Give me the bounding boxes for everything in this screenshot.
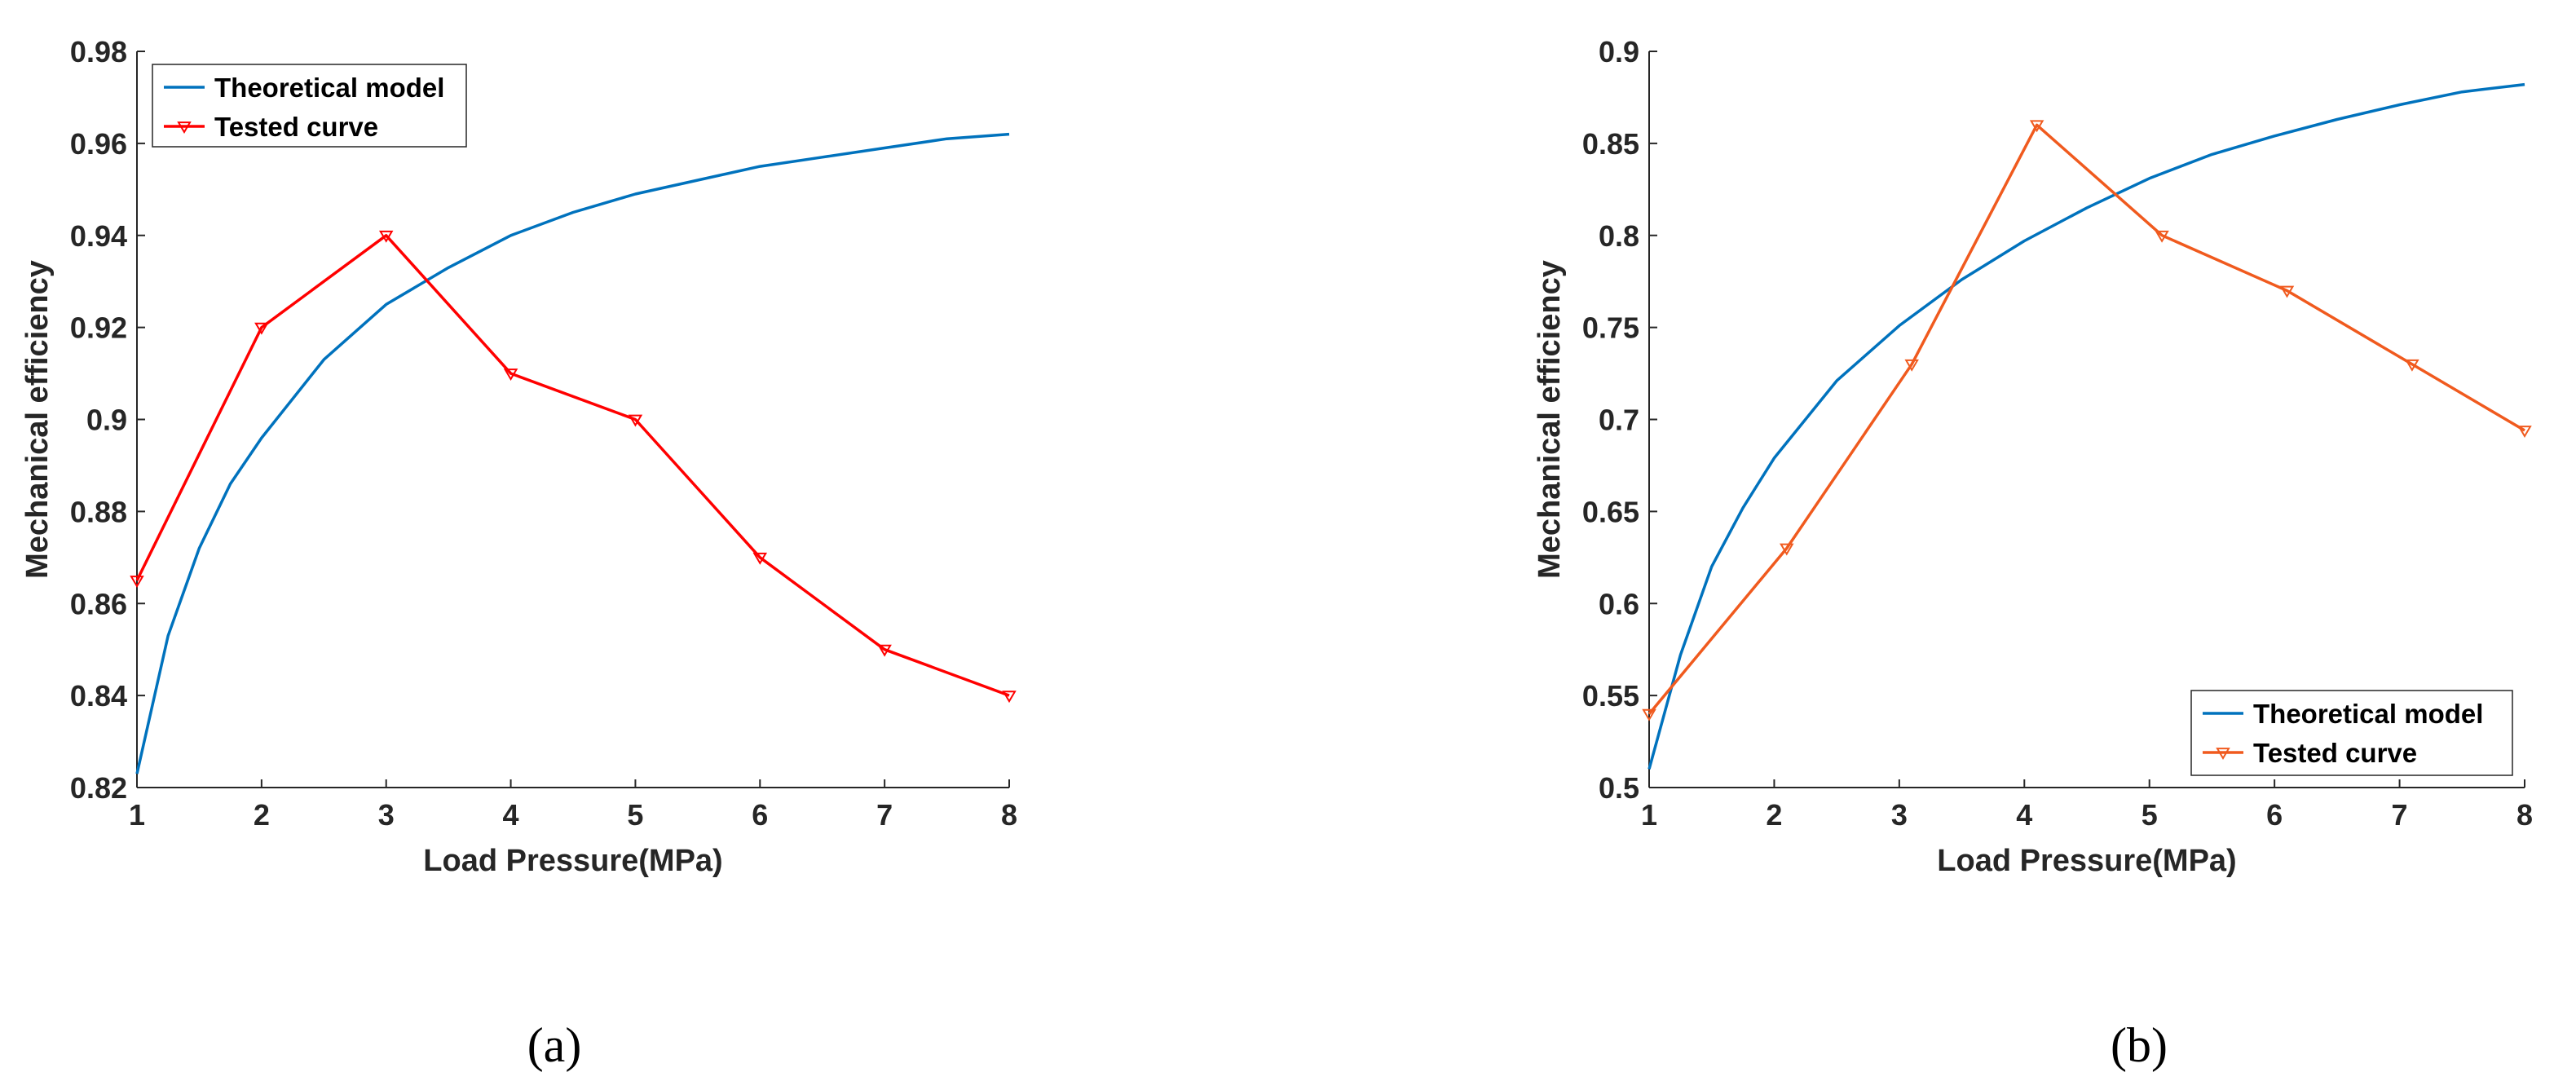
y-tick-label: 0.75 — [1582, 311, 1639, 345]
data-point-marker — [1642, 708, 1656, 722]
data-point-marker — [2517, 426, 2532, 439]
y-tick-label: 0.8 — [1599, 219, 1639, 253]
x-tick-label: 6 — [752, 798, 768, 832]
data-point-marker — [503, 368, 518, 382]
data-point-marker — [1904, 359, 1919, 372]
y-tick-label: 0.84 — [70, 679, 127, 713]
x-tick-label: 1 — [1641, 798, 1657, 832]
data-point-marker — [2155, 230, 2169, 243]
y-axis-label: Mechanical efficiency — [1533, 260, 1567, 579]
y-tick-label: 0.88 — [70, 495, 127, 528]
y-axis-label: Mechanical efficiency — [20, 260, 55, 579]
y-tick-label: 0.9 — [86, 404, 127, 437]
x-tick-label: 3 — [378, 798, 395, 832]
data-point-marker — [2279, 285, 2295, 298]
data-point-marker — [1780, 543, 1794, 556]
legend-label: Theoretical model — [2253, 699, 2483, 729]
y-tick-label: 0.5 — [1599, 771, 1639, 805]
legend-box — [152, 64, 467, 148]
x-tick-label: 2 — [254, 798, 270, 832]
subfigure-caption: (a) — [527, 1018, 582, 1072]
y-tick-label: 0.7 — [1599, 404, 1639, 437]
series-line-tested-curve — [135, 234, 1010, 697]
x-tick-label: 8 — [2516, 798, 2533, 832]
chart-0: 1 2 3 4 5 6 7 8 0.82 0.84 0.86 0.88 0.9 0.92 0.94 0.96 0… — [20, 35, 1017, 1072]
x-tick-label: 2 — [1766, 798, 1782, 832]
y-tick-label: 0.65 — [1582, 495, 1639, 528]
chart-1: 1 2 3 4 5 6 7 8 0.5 0.55 0.6 0.65 0.7 0.75 0.8 0.85 0.9 L… — [1533, 35, 2533, 1072]
legend: Theoretical model Tested curve — [2190, 690, 2513, 776]
y-tick-label: 0.96 — [70, 127, 127, 161]
y-tick-label: 0.94 — [70, 219, 127, 253]
y-tick-label: 0.6 — [1599, 587, 1639, 620]
legend: Theoretical model Tested curve — [152, 64, 467, 148]
legend-marker — [2216, 748, 2230, 760]
x-tick-label: 3 — [1891, 798, 1908, 832]
legend-marker — [177, 121, 192, 134]
data-point-marker — [378, 230, 394, 243]
y-tick-label: 0.98 — [70, 35, 127, 68]
x-tick-label: 7 — [876, 798, 893, 832]
series-line-tested-curve — [1647, 123, 2525, 715]
legend-label: Tested curve — [2253, 738, 2417, 768]
y-tick-label: 0.9 — [1599, 35, 1639, 68]
legend-label: Tested curve — [214, 112, 378, 142]
x-tick-label: 8 — [1001, 798, 1017, 832]
y-tick-label: 0.82 — [70, 771, 127, 805]
data-point-marker — [2405, 359, 2419, 372]
data-point-marker — [628, 414, 643, 427]
y-tick-label: 0.92 — [70, 311, 127, 345]
series-line-theoretical-model — [135, 132, 1010, 774]
data-point-marker — [877, 644, 892, 657]
series-line-theoretical-model — [1647, 82, 2525, 770]
x-axis-label: Load Pressure(MPa) — [423, 844, 722, 878]
data-point-marker — [254, 322, 269, 335]
y-tick-label: 0.55 — [1582, 679, 1639, 713]
y-tick-label: 0.86 — [70, 587, 127, 620]
data-point-marker — [2029, 120, 2044, 133]
x-tick-label: 4 — [2016, 798, 2032, 832]
x-axis-label: Load Pressure(MPa) — [1937, 844, 2236, 878]
data-point-marker — [1002, 691, 1017, 704]
y-tick-label: 0.85 — [1582, 127, 1639, 161]
data-point-marker — [130, 576, 144, 589]
data-point-marker — [752, 552, 768, 565]
subfigure-caption: (b) — [2111, 1018, 2168, 1072]
x-tick-label: 6 — [2266, 798, 2283, 832]
x-tick-label: 7 — [2392, 798, 2408, 832]
x-tick-label: 4 — [503, 798, 519, 832]
x-tick-label: 5 — [627, 798, 643, 832]
x-tick-label: 1 — [129, 798, 145, 832]
x-tick-label: 5 — [2142, 798, 2158, 832]
legend-label: Theoretical model — [214, 73, 444, 103]
legend-box — [2190, 690, 2513, 776]
